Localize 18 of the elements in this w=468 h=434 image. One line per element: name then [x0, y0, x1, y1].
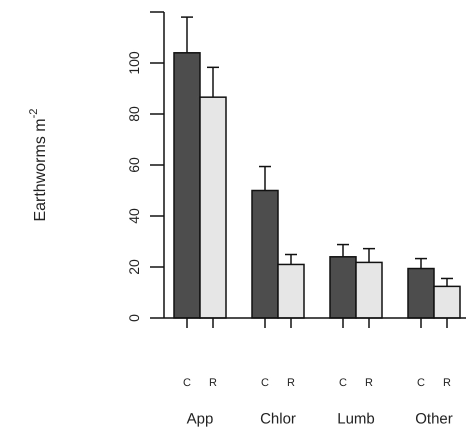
y-tick-label: 80 [126, 106, 142, 122]
text: C [183, 377, 192, 389]
y-tick-label: 100 [126, 51, 142, 75]
text: R [365, 377, 373, 389]
x-tick-label: App [186, 410, 214, 428]
x-tick-label: Other [415, 410, 453, 428]
text: R [209, 377, 218, 389]
y-tick-label: 60 [126, 157, 142, 173]
y-tick-label: 0 [126, 314, 142, 322]
text: R [287, 377, 295, 389]
y-tick-label: 40 [126, 208, 142, 224]
text: C [261, 377, 269, 389]
text: C [417, 377, 425, 389]
text: R [443, 377, 451, 389]
y-tick-label: 20 [126, 259, 142, 275]
x-tick-label: Lumb [337, 410, 375, 428]
text: C [339, 377, 347, 389]
x-tick-label: Chlor [260, 410, 296, 428]
